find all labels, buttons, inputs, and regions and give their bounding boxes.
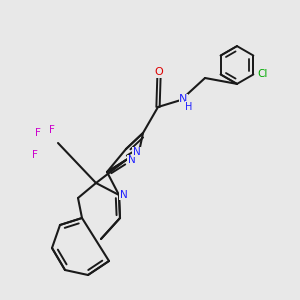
Text: N: N: [179, 94, 187, 104]
Text: H: H: [185, 102, 193, 112]
Text: N: N: [120, 190, 128, 200]
Text: F: F: [35, 128, 41, 138]
Text: F: F: [32, 150, 38, 160]
Text: N: N: [133, 147, 140, 157]
Text: F: F: [49, 125, 55, 135]
Text: O: O: [154, 68, 164, 77]
Text: Cl: Cl: [257, 70, 268, 80]
Text: N: N: [128, 155, 135, 165]
